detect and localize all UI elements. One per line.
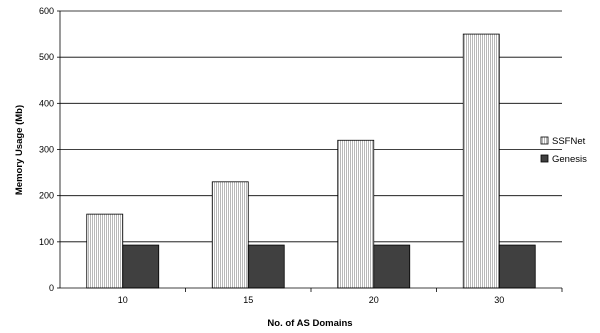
y-tick-label: 0 [49,283,54,293]
x-axis-title: No. of AS Domains [267,318,352,329]
legend: SSFNet Genesis [540,136,587,165]
bars [86,33,536,289]
axes [57,10,563,292]
y-tick-labels: 0 100 200 300 400 500 600 [39,6,54,293]
bar-genesis-30 [498,244,536,289]
y-tick-label: 200 [39,191,54,201]
legend-swatch-ssfnet [540,136,549,145]
x-tick-label: 10 [118,295,128,305]
legend-label-genesis: Genesis [552,154,587,165]
x-tick-label: 30 [494,295,504,305]
x-tick-label: 15 [243,295,253,305]
y-tick-label: 600 [39,6,54,16]
bar-ssfnet-10 [86,213,124,289]
y-tick-label: 500 [39,52,54,62]
y-tick-label: 100 [39,237,54,247]
bar-genesis-10 [122,244,160,289]
y-tick-label: 400 [39,98,54,108]
x-tick-label: 20 [369,295,379,305]
x-tick-labels: 10 15 20 30 [118,295,505,305]
bar-genesis-15 [247,244,285,289]
legend-swatch-genesis [540,154,549,163]
bar-ssfnet-20 [337,139,375,289]
y-axis-title: Memory Usage (Mb) [14,105,25,195]
legend-label-ssfnet: SSFNet [552,136,586,147]
bar-ssfnet-15 [211,181,249,289]
bar-ssfnet-30 [462,33,500,289]
y-tick-label: 300 [39,145,54,155]
bar-genesis-20 [373,244,411,289]
